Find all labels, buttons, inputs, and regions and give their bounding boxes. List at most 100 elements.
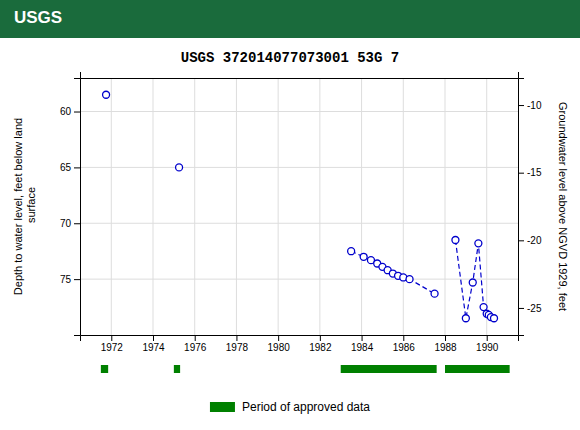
data-point [480,304,487,311]
x-axis-tick-label: 1984 [351,342,374,353]
x-axis-tick: 1980 [268,335,291,353]
grid-line-x [111,78,112,335]
y-axis-tick: 65 [60,162,80,173]
x-axis-tick: 1984 [351,335,374,353]
x-axis-tick-mark [403,335,404,341]
x-axis-tick-mark [320,335,321,341]
data-point [360,253,367,260]
x-axis-tick-mark [362,335,363,341]
y-axis-tick: 70 [60,218,80,229]
x-axis-tick-mark [153,335,154,341]
x-axis-tick-mark [445,335,446,341]
y2-axis-tick: -25 [518,303,542,314]
y-axis-label: Depth to water level, feet below land su… [12,118,37,295]
x-axis-tick: 1974 [142,335,165,353]
x-axis-tick-mark [278,335,279,341]
approved-strip [101,365,510,373]
x-axis-line [81,336,519,342]
y2-axis-tick-mark [518,105,524,106]
y2-axis-tick-label: -25 [527,303,542,314]
data-point [462,315,469,322]
data-point [469,279,476,286]
x-axis-tick-label: 1972 [101,342,124,353]
y2-axis-tick-label: -20 [527,235,542,246]
approved-period [445,365,510,373]
y-axis-tick-mark [74,167,80,168]
title: USGS 372014077073001 53G 7 [181,50,399,66]
x-axis: 1972 1974 1976 1978 1980 1982 1984 1986 1988 1990 [81,335,519,353]
data-point [176,164,183,171]
grid-line-x [278,78,279,335]
legend-swatch [210,402,235,412]
y-axis-tick-mark [74,223,80,224]
y2-axis-tick-mark [518,308,524,309]
grid-line-y [80,223,518,224]
data-point [103,91,110,98]
data-point [431,290,438,297]
data-point [452,237,459,244]
x-axis-tick-label: 1986 [393,342,416,353]
grid [80,78,518,335]
grid-line-x [403,78,404,335]
grid-line-y [80,111,518,112]
data-point [406,276,413,283]
legend-label: Period of approved data [242,400,370,414]
y2-axis: -10 -15 -20 -25 [518,79,542,336]
x-axis-tick-label: 1990 [476,342,499,353]
data-point [491,315,498,322]
y-axis-tick-label: 60 [60,106,72,117]
x-axis-tick: 1972 [101,335,124,353]
series-line [106,95,494,318]
grid-line-x [319,78,320,335]
x-axis-tick: 1986 [393,335,416,353]
x-axis-tick-label: 1976 [184,342,207,353]
x-axis-tick: 1978 [226,335,249,353]
y-axis-tick-label: 70 [60,218,72,229]
y2-axis-label: Groundwater level above NGVD 1929, feet [557,102,569,311]
approved-period [101,365,108,373]
data-point [475,240,482,247]
y-axis: 60 65 70 75 [60,79,81,336]
grid-line-x [361,78,362,335]
frame-top-line [81,72,519,79]
y2-axis-tick: -10 [518,100,542,111]
grid-line-x [153,78,154,335]
y-axis-tick-mark [74,112,80,113]
x-axis-tick: 1990 [476,335,499,353]
x-axis-tick: 1982 [309,335,332,353]
plot: 1972 1974 1976 1978 1980 1982 1984 1986 1988 1990… [12,72,569,373]
y2-axis-tick-mark [518,240,524,241]
y2-axis-tick-label: -15 [527,167,542,178]
grid-line-x [486,78,487,335]
approved-period [174,365,180,373]
y2-axis-tick-label: -10 [527,100,542,111]
y2-axis-tick-mark [518,173,524,174]
y-axis-tick: 60 [60,106,80,117]
grid-line-y [80,279,518,280]
x-axis-tick-label: 1974 [142,342,165,353]
y-axis-tick-label: 75 [60,274,72,285]
x-axis-tick-label: 1980 [268,342,291,353]
approved-period [341,365,437,373]
x-axis-tick-mark [236,335,237,341]
data-point [348,248,355,255]
grid-line-x [194,78,195,335]
frame-top [81,72,519,79]
y2-axis-tick: -20 [518,235,542,246]
y-axis-tick-label: 65 [60,162,72,173]
header-bar [0,0,580,38]
marks [103,91,498,321]
x-axis-tick-label: 1978 [226,342,249,353]
x-axis-tick-mark [487,335,488,341]
chart: USGSUSGS 372014077073001 53G 71972197419… [0,0,580,430]
grid-line-x [445,78,446,335]
x-axis-tick: 1988 [434,335,457,353]
y2-axis-line [519,79,525,336]
y-axis-tick-mark [74,279,80,280]
x-axis-tick-mark [111,335,112,341]
y-axis-line [74,79,81,336]
x-axis-tick-label: 1988 [434,342,457,353]
y-axis-tick: 75 [60,274,80,285]
grid-line-y [80,167,518,168]
legend: Period of approved data [210,400,370,414]
